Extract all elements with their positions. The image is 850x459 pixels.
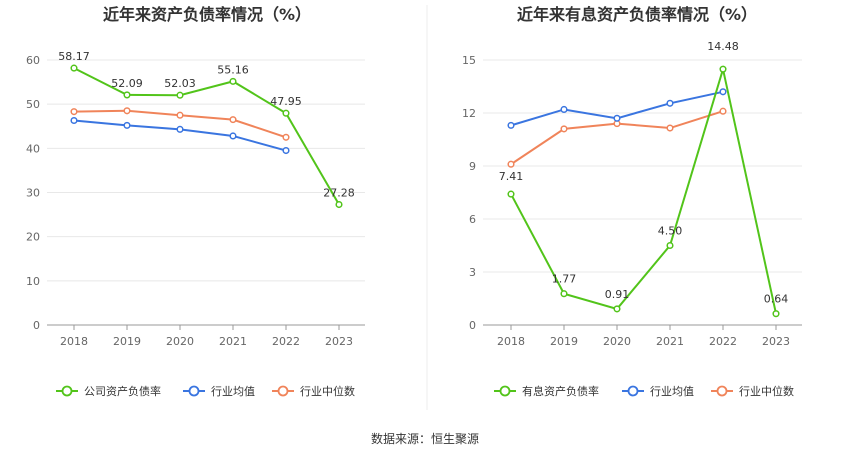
chart2-data-point-2 [560,125,568,133]
chart2-data-point-1 [560,105,568,114]
chart1-data-point-2 [176,111,184,119]
chart1-data-point-1 [123,121,131,129]
chart1-data-point-1 [70,116,78,125]
chart1-data-point-1 [282,146,290,155]
chart2-legend-label: 有息资产负债率 [522,384,599,398]
chart2-series-line-0 [510,65,777,314]
chart2-y-tick-label: 3 [469,266,476,279]
chart2-x-tick-label: 2020 [603,335,631,348]
chart2-data-point-1 [666,99,674,107]
chart2-data-point-2 [507,160,515,168]
chart2-legend-label: 行业均值 [650,385,694,398]
chart2-x-tick-label: 2019 [550,335,578,348]
chart1-x-tick-label: 2022 [272,335,300,348]
chart1-legend-swatch-marker [277,385,289,397]
chart2-data-point-1 [507,121,515,129]
chart1-data-point-0 [123,91,131,99]
chart2-data-point-0 [560,290,568,298]
chart2-y-tick-label: 12 [462,107,476,120]
chart1-data-label: 58.17 [58,50,90,63]
chart2-data-label: 1.77 [552,273,577,286]
chart2-data-point-0 [719,65,727,73]
chart1-data-point-2 [70,108,78,116]
chart2-data-label: 4.50 [658,225,683,238]
chart2-x-tick-label: 2018 [497,335,525,348]
chart2-y-tick-label: 9 [469,160,476,173]
chart1-data-label: 52.03 [164,77,196,90]
chart1-data-point-0 [70,64,78,72]
chart1-legend-label: 行业中位数 [300,384,355,398]
chart1-data-label: 27.28 [323,187,355,200]
chart2-x-tick-label: 2021 [656,335,684,348]
chart1-series-line-1 [73,119,287,152]
chart2-data-point-0 [613,305,621,313]
chart1-legend-label: 公司资产负债率 [84,384,161,398]
chart1-y-tick-label: 50 [26,98,40,111]
chart1-y-tick-label: 30 [26,187,40,200]
chart1-legend-swatch-marker [188,385,200,397]
data-source-note: 数据来源：恒生聚源 [370,432,479,446]
chart1-y-tick-label: 40 [26,142,40,155]
chart2-data-point-0 [507,190,515,198]
chart1-data-point-0 [282,109,290,117]
chart2-data-point-0 [772,310,780,318]
chart2-y-tick-label: 0 [469,319,476,332]
chart1-x-tick-label: 2019 [113,335,141,348]
chart1-data-point-0 [335,200,343,209]
chart1-y-tick-label: 10 [26,275,40,288]
chart2-legend-swatch-marker [627,385,639,397]
chart1-data-point-2 [229,116,237,124]
chart2-data-point-1 [719,88,727,96]
chart2-title: 近年来有息资产负债率情况（%） [517,5,757,24]
chart2-legend-swatch-marker [716,385,728,397]
chart1-data-point-1 [176,125,184,133]
chart1-y-tick-label: 60 [26,54,40,67]
chart2-data-point-0 [666,241,674,250]
chart2-legend-label: 行业中位数 [739,384,794,398]
chart1-legend-swatch-marker [61,385,73,397]
chart1-x-tick-label: 2023 [325,335,353,348]
chart2-data-label: 14.48 [707,40,739,53]
chart1-x-tick-label: 2020 [166,335,194,348]
chart2-data-point-2 [719,107,727,115]
chart1-data-label: 52.09 [111,77,143,90]
chart1-data-point-2 [123,107,131,115]
chart1-y-tick-label: 0 [33,319,40,332]
chart2-y-tick-label: 15 [462,54,476,67]
chart2-data-point-2 [666,124,674,132]
chart1-data-point-2 [282,133,290,141]
chart2-data-point-1 [613,114,621,122]
chart2-data-label: 0.91 [605,288,630,301]
chart1-data-label: 55.16 [217,63,249,76]
chart1-title: 近年来资产负债率情况（%） [103,5,311,24]
chart1-legend-label: 行业均值 [211,385,255,398]
chart2-legend-swatch-marker [499,385,511,397]
chart1-data-point-0 [176,91,184,99]
chart2-data-label: 0.64 [764,293,789,306]
chart1-series-line-0 [73,67,340,206]
chart2-data-label: 7.41 [499,170,524,183]
chart1-data-point-0 [229,77,237,85]
chart1-data-label: 47.95 [270,95,302,108]
chart1-x-tick-label: 2018 [60,335,88,348]
chart2-y-tick-label: 6 [469,213,476,226]
chart1-data-point-1 [229,132,237,140]
chart2-x-tick-label: 2022 [709,335,737,348]
chart2-x-tick-label: 2023 [762,335,790,348]
chart1-y-tick-label: 20 [26,231,40,244]
chart1-x-tick-label: 2021 [219,335,247,348]
